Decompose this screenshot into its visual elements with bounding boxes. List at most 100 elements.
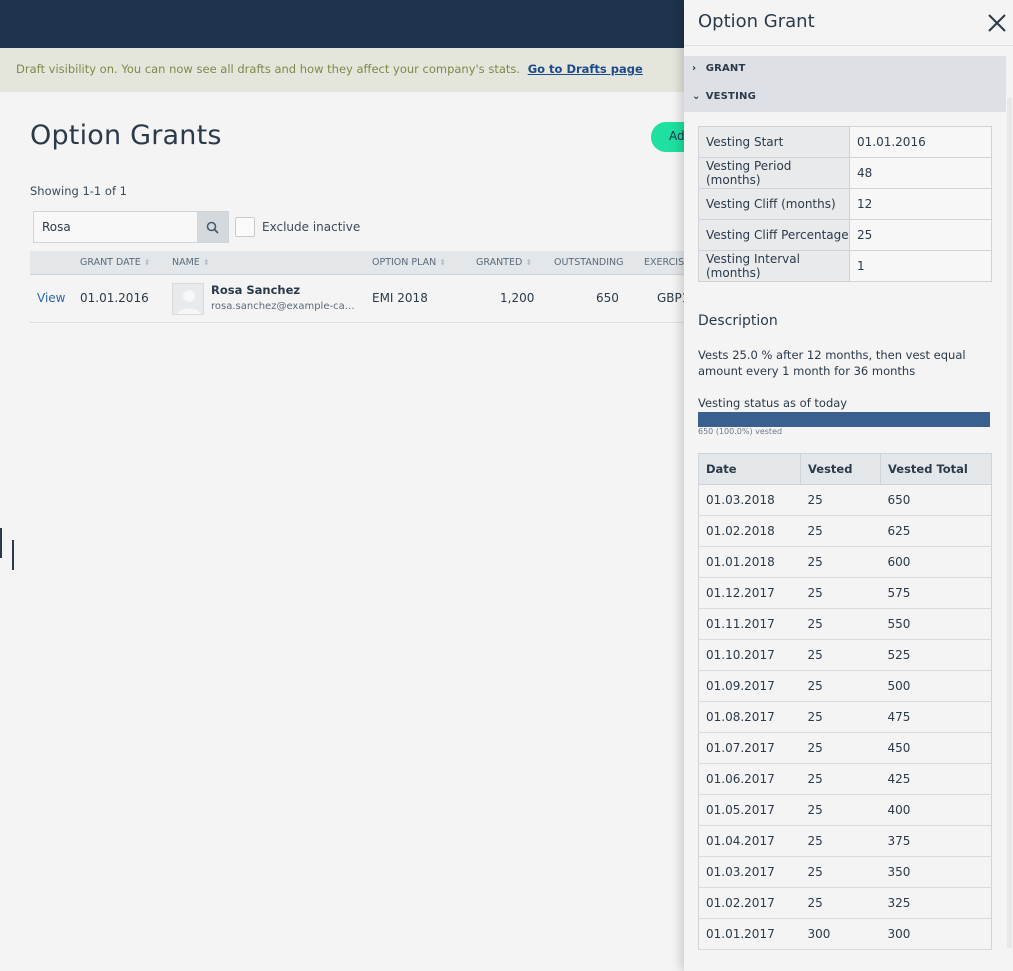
drawer-header: Option Grant: [684, 0, 1013, 46]
vesting-detail-label: Vesting Cliff (months): [698, 188, 850, 220]
col-exercise[interactable]: EXERCISI: [644, 257, 687, 268]
results-count: Showing 1-1 of 1: [30, 184, 127, 198]
table-row[interactable]: View 01.01.2016 Rosa Sanchez rosa.sanche…: [30, 275, 689, 323]
schedule-vested-cell: 25: [800, 608, 881, 640]
schedule-total-cell: 625: [880, 515, 992, 547]
schedule-vested-cell: 25: [800, 794, 881, 826]
close-button[interactable]: [985, 11, 1009, 35]
schedule-total-cell: 600: [880, 546, 992, 578]
side-marker: [12, 540, 14, 570]
grant-section-toggle[interactable]: › GRANT: [684, 56, 1006, 84]
vesting-detail-value: 1: [849, 250, 992, 282]
schedule-row: 01.11.2017 25 550: [698, 608, 992, 640]
schedule-row: 01.01.2017 300 300: [698, 918, 992, 950]
search-icon: [206, 221, 219, 234]
search-box: [33, 211, 229, 243]
description-title: Description: [698, 313, 778, 329]
sort-icon: ⬍: [525, 258, 533, 267]
schedule-date-cell: 01.02.2018: [698, 515, 801, 547]
person-email: rosa.sanchez@example-capdesk.com: [211, 301, 359, 312]
draft-banner-text: Draft visibility on. You can now see all…: [16, 62, 521, 76]
schedule-row: 01.06.2017 25 425: [698, 763, 992, 795]
schedule-row: 01.07.2017 25 450: [698, 732, 992, 764]
schedule-date-cell: 01.08.2017: [698, 701, 801, 733]
schedule-total-cell: 525: [880, 639, 992, 671]
schedule-total-cell: 475: [880, 701, 992, 733]
page-title: Option Grants: [30, 120, 222, 151]
grant-date-cell: 01.01.2016: [80, 291, 149, 305]
schedule-date-cell: 01.03.2017: [698, 856, 801, 888]
vesting-detail-label: Vesting Cliff Percentage: [698, 219, 850, 251]
schedule-row: 01.04.2017 25 375: [698, 825, 992, 857]
granted-cell: 1,200: [500, 291, 535, 305]
col-name[interactable]: NAME ⬍: [172, 257, 210, 268]
vesting-detail-row: Vesting Cliff Percentage 25: [698, 219, 992, 251]
schedule-vested-cell: 25: [800, 732, 881, 764]
schedule-col-date: Date: [698, 453, 801, 485]
schedule-vested-cell: 25: [800, 484, 881, 516]
vesting-schedule-table: Date Vested Vested Total 01.03.2018 25 650…: [698, 453, 992, 950]
schedule-date-cell: 01.07.2017: [698, 732, 801, 764]
vesting-detail-value: 01.01.2016: [849, 126, 992, 158]
schedule-row: 01.02.2018 25 625: [698, 515, 992, 547]
schedule-row: 01.03.2017 25 350: [698, 856, 992, 888]
search-button[interactable]: [197, 212, 228, 242]
schedule-date-cell: 01.01.2018: [698, 546, 801, 578]
schedule-row: 01.09.2017 25 500: [698, 670, 992, 702]
schedule-vested-cell: 25: [800, 701, 881, 733]
schedule-date-cell: 01.03.2018: [698, 484, 801, 516]
vesting-detail-row: Vesting Start 01.01.2016: [698, 126, 992, 158]
vesting-detail-label: Vesting Period (months): [698, 157, 850, 189]
vesting-progress-bar: [698, 412, 990, 427]
schedule-vested-cell: 25: [800, 825, 881, 857]
chevron-right-icon: ›: [692, 63, 697, 74]
schedule-col-total: Vested Total: [880, 453, 992, 485]
schedule-date-cell: 01.05.2017: [698, 794, 801, 826]
schedule-date-cell: 01.09.2017: [698, 670, 801, 702]
col-grant-date[interactable]: GRANT DATE ⬍: [80, 257, 151, 268]
sort-icon: ⬍: [143, 258, 151, 267]
grants-table-header: GRANT DATE ⬍ NAME ⬍ OPTION PLAN ⬍ GRANTED ⬍ …: [30, 251, 687, 275]
col-granted[interactable]: GRANTED ⬍: [476, 257, 533, 268]
go-to-drafts-link[interactable]: Go to Drafts page: [527, 62, 643, 76]
schedule-row: 01.01.2018 25 600: [698, 546, 992, 578]
exercise-cell: GBP1: [657, 291, 690, 305]
schedule-total-cell: 375: [880, 825, 992, 857]
schedule-total-cell: 425: [880, 763, 992, 795]
schedule-total-cell: 400: [880, 794, 992, 826]
vesting-status-label: Vesting status as of today: [698, 396, 848, 410]
person-name[interactable]: Rosa Sanchez: [211, 283, 301, 297]
schedule-vested-cell: 25: [800, 763, 881, 795]
vesting-section-toggle[interactable]: ⌄ VESTING: [684, 84, 1006, 112]
col-outstanding[interactable]: OUTSTANDING: [554, 257, 624, 268]
schedule-date-cell: 01.11.2017: [698, 608, 801, 640]
schedule-date-cell: 01.04.2017: [698, 825, 801, 857]
schedule-vested-cell: 300: [800, 918, 881, 950]
schedule-total-cell: 650: [880, 484, 992, 516]
schedule-row: 01.03.2018 25 650: [698, 484, 992, 516]
main-content: Option Grants Ad Showing 1-1 of 1 Exclud…: [0, 92, 711, 971]
schedule-col-vested: Vested: [800, 453, 881, 485]
schedule-date-cell: 01.02.2017: [698, 887, 801, 919]
vesting-progress-caption: 650 (100.0%) vested: [698, 427, 783, 436]
drawer-title: Option Grant: [698, 11, 815, 32]
drawer-scrollbar[interactable]: [1007, 98, 1012, 948]
schedule-vested-cell: 25: [800, 577, 881, 609]
description-text: Vests 25.0 % after 12 months, then vest …: [698, 348, 966, 378]
view-link[interactable]: View: [37, 291, 66, 305]
vesting-detail-label: Vesting Interval (months): [698, 250, 850, 282]
schedule-date-cell: 01.10.2017: [698, 639, 801, 671]
close-icon: [988, 14, 1006, 32]
exclude-inactive-checkbox[interactable]: [235, 217, 255, 237]
sort-icon: ⬍: [439, 258, 446, 267]
exclude-inactive-label: Exclude inactive: [262, 220, 361, 234]
col-option-plan[interactable]: OPTION PLAN ⬍: [372, 257, 446, 268]
search-input[interactable]: [34, 212, 198, 242]
option-grant-drawer: Option Grant › GRANT ⌄ VESTING Vesting S…: [684, 0, 1013, 971]
vesting-details-table: Vesting Start 01.01.2016 Vesting Period (m…: [698, 126, 992, 282]
schedule-row: 01.10.2017 25 525: [698, 639, 992, 671]
outstanding-cell: 650: [596, 291, 619, 305]
schedule-total-cell: 500: [880, 670, 992, 702]
schedule-date-cell: 01.12.2017: [698, 577, 801, 609]
schedule-vested-cell: 25: [800, 515, 881, 547]
